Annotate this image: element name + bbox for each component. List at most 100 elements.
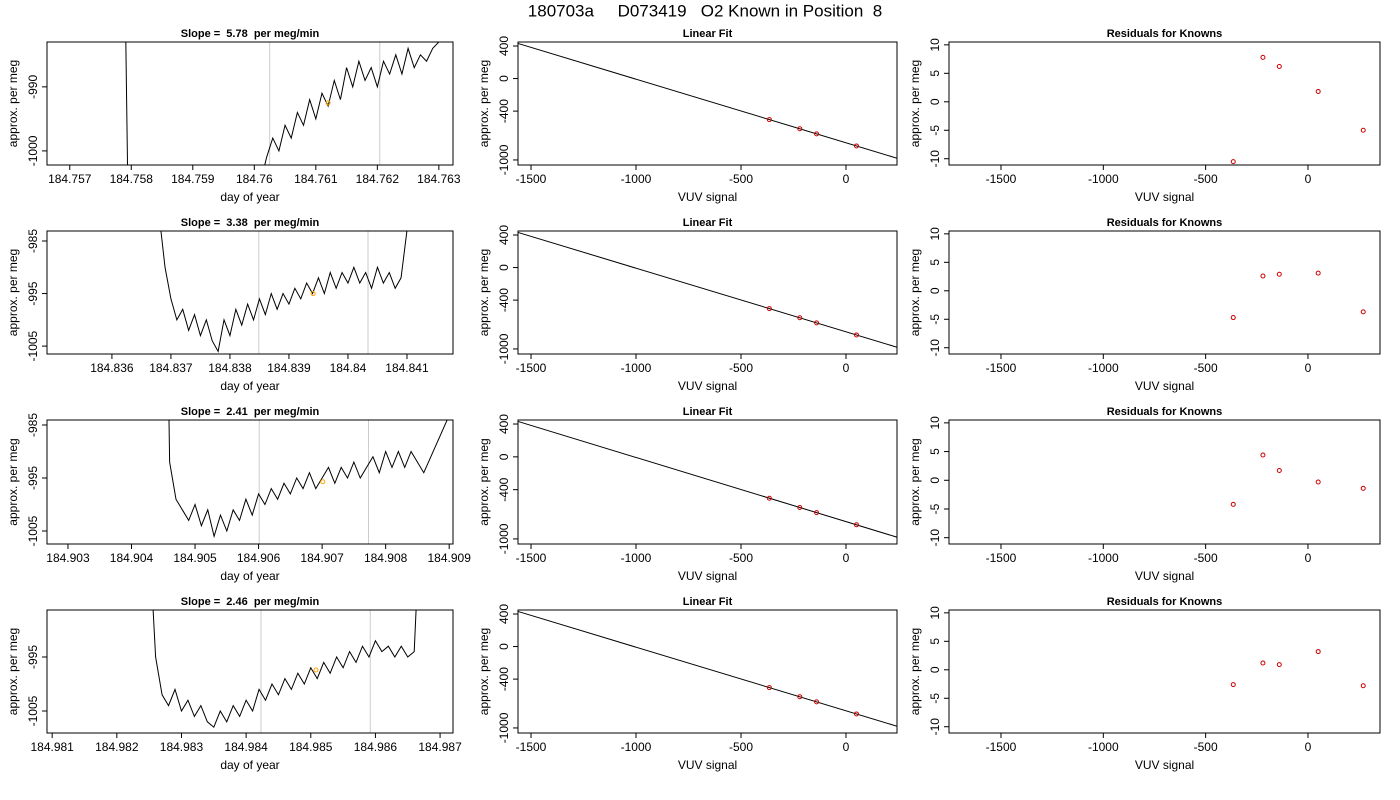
y-tick-label: -1000 [497, 523, 511, 554]
fit-line [518, 421, 897, 538]
plot-area [1230, 270, 1366, 321]
data-point [1276, 662, 1282, 668]
x-tick-label: 184.841 [385, 361, 429, 375]
x-tick-label: -1000 [621, 740, 652, 754]
y-tick-label: -995 [26, 281, 40, 305]
x-tick-label: 184.836 [90, 361, 134, 375]
x-tick-label: 184.758 [110, 172, 154, 186]
x-tick-label: 0 [1305, 172, 1312, 186]
y-axis-label: approx. per meg [908, 628, 922, 715]
x-tick-label: 184.982 [95, 740, 139, 754]
panel-title: Linear Fit [683, 406, 733, 418]
y-tick-label: -10 [928, 529, 942, 547]
y-tick-label: 0 [497, 264, 511, 271]
x-tick-label: -1500 [516, 551, 547, 565]
y-tick-label: -1005 [26, 695, 40, 726]
x-axis-label: day of year [220, 758, 279, 772]
panel: Linear Fit VUV signal approx. per meg -1500… [477, 217, 898, 393]
x-tick-label: 0 [1305, 740, 1312, 754]
panel: Linear Fit VUV signal approx. per meg -1500… [477, 596, 898, 772]
x-tick-label: -500 [1194, 361, 1218, 375]
panel: Linear Fit VUV signal approx. per meg -1500… [477, 406, 898, 583]
plot-area [1230, 54, 1366, 165]
data-point [1360, 127, 1366, 133]
plot-area [160, 231, 408, 354]
data-point [1360, 485, 1366, 491]
y-tick-label: -400 [497, 477, 511, 501]
x-tick-label: -1500 [516, 740, 547, 754]
plot-border [517, 419, 898, 545]
data-point [853, 711, 859, 717]
panel-title: Residuals for Knowns [1107, 406, 1223, 418]
y-tick-label: 0 [928, 666, 942, 673]
x-axis-label: VUV signal [1135, 190, 1194, 204]
panel-title: Linear Fit [683, 28, 733, 40]
x-tick-label: 184.906 [237, 551, 281, 565]
data-line [160, 231, 408, 353]
figure-title: 180703a D073419 O2 Known in Position 8 [528, 1, 882, 20]
plot-border [948, 230, 1381, 355]
plot-area [518, 421, 897, 538]
x-tick-label: 184.985 [289, 740, 333, 754]
y-tick-label: 5 [928, 259, 942, 266]
y-tick-label: 10 [928, 416, 942, 430]
panel: Residuals for Knowns VUV signal approx. pe… [908, 28, 1381, 204]
y-tick-label: 0 [928, 287, 942, 294]
x-tick-label: -1000 [1088, 361, 1119, 375]
data-line [125, 42, 440, 165]
panel: Slope = 2.41 per meg/min day of year appro… [6, 406, 471, 583]
x-axis-label: VUV signal [678, 379, 737, 393]
x-tick-label: 184.757 [48, 172, 92, 186]
data-point [766, 306, 772, 312]
plot-border [948, 609, 1381, 734]
plot-area [518, 232, 897, 348]
plot-area [125, 42, 440, 165]
x-tick-label: -1000 [1088, 740, 1119, 754]
y-tick-label: -1000 [26, 135, 40, 166]
y-tick-label: 0 [497, 643, 511, 650]
fit-line [518, 43, 897, 159]
x-tick-label: 0 [1305, 361, 1312, 375]
x-axis-label: day of year [220, 569, 279, 583]
fit-line [518, 232, 897, 348]
x-tick-label: 0 [1305, 551, 1312, 565]
plot-border [948, 41, 1381, 166]
y-tick-label: 0 [497, 453, 511, 460]
x-tick-label: 0 [843, 172, 850, 186]
y-tick-label: -400 [497, 288, 511, 312]
y-axis-label: approx. per meg [908, 438, 922, 525]
x-tick-label: 184.763 [417, 172, 461, 186]
data-point [1276, 271, 1282, 277]
y-axis-label: approx. per meg [477, 60, 491, 147]
highlight-point [325, 100, 331, 106]
x-tick-label: -500 [1194, 740, 1218, 754]
plot-area [518, 611, 897, 727]
x-tick-label: -500 [1194, 172, 1218, 186]
data-point [814, 131, 820, 137]
data-point [1260, 273, 1266, 279]
data-point [766, 685, 772, 691]
data-point [1315, 270, 1321, 276]
panel: Residuals for Knowns VUV signal approx. pe… [908, 596, 1381, 772]
data-point [853, 332, 859, 338]
x-tick-label: 184.838 [208, 361, 252, 375]
y-tick-label: -5 [928, 314, 942, 325]
plot-border [948, 419, 1381, 545]
y-tick-label: 0 [497, 75, 511, 82]
x-tick-label: -1500 [516, 361, 547, 375]
x-tick-label: -1000 [621, 551, 652, 565]
y-axis-label: approx. per meg [477, 249, 491, 336]
x-tick-label: -1000 [621, 361, 652, 375]
x-tick-label: 184.983 [160, 740, 204, 754]
x-axis-label: VUV signal [678, 569, 737, 583]
x-tick-label: 184.903 [46, 551, 90, 565]
y-tick-label: -1005 [26, 330, 40, 361]
x-tick-label: -500 [729, 551, 753, 565]
data-point [1276, 468, 1282, 474]
x-tick-label: 184.837 [149, 361, 193, 375]
data-point [1230, 159, 1236, 165]
x-tick-label: 184.981 [30, 740, 74, 754]
panel-title: Slope = 2.41 per meg/min [181, 406, 320, 418]
y-tick-label: -985 [26, 229, 40, 253]
